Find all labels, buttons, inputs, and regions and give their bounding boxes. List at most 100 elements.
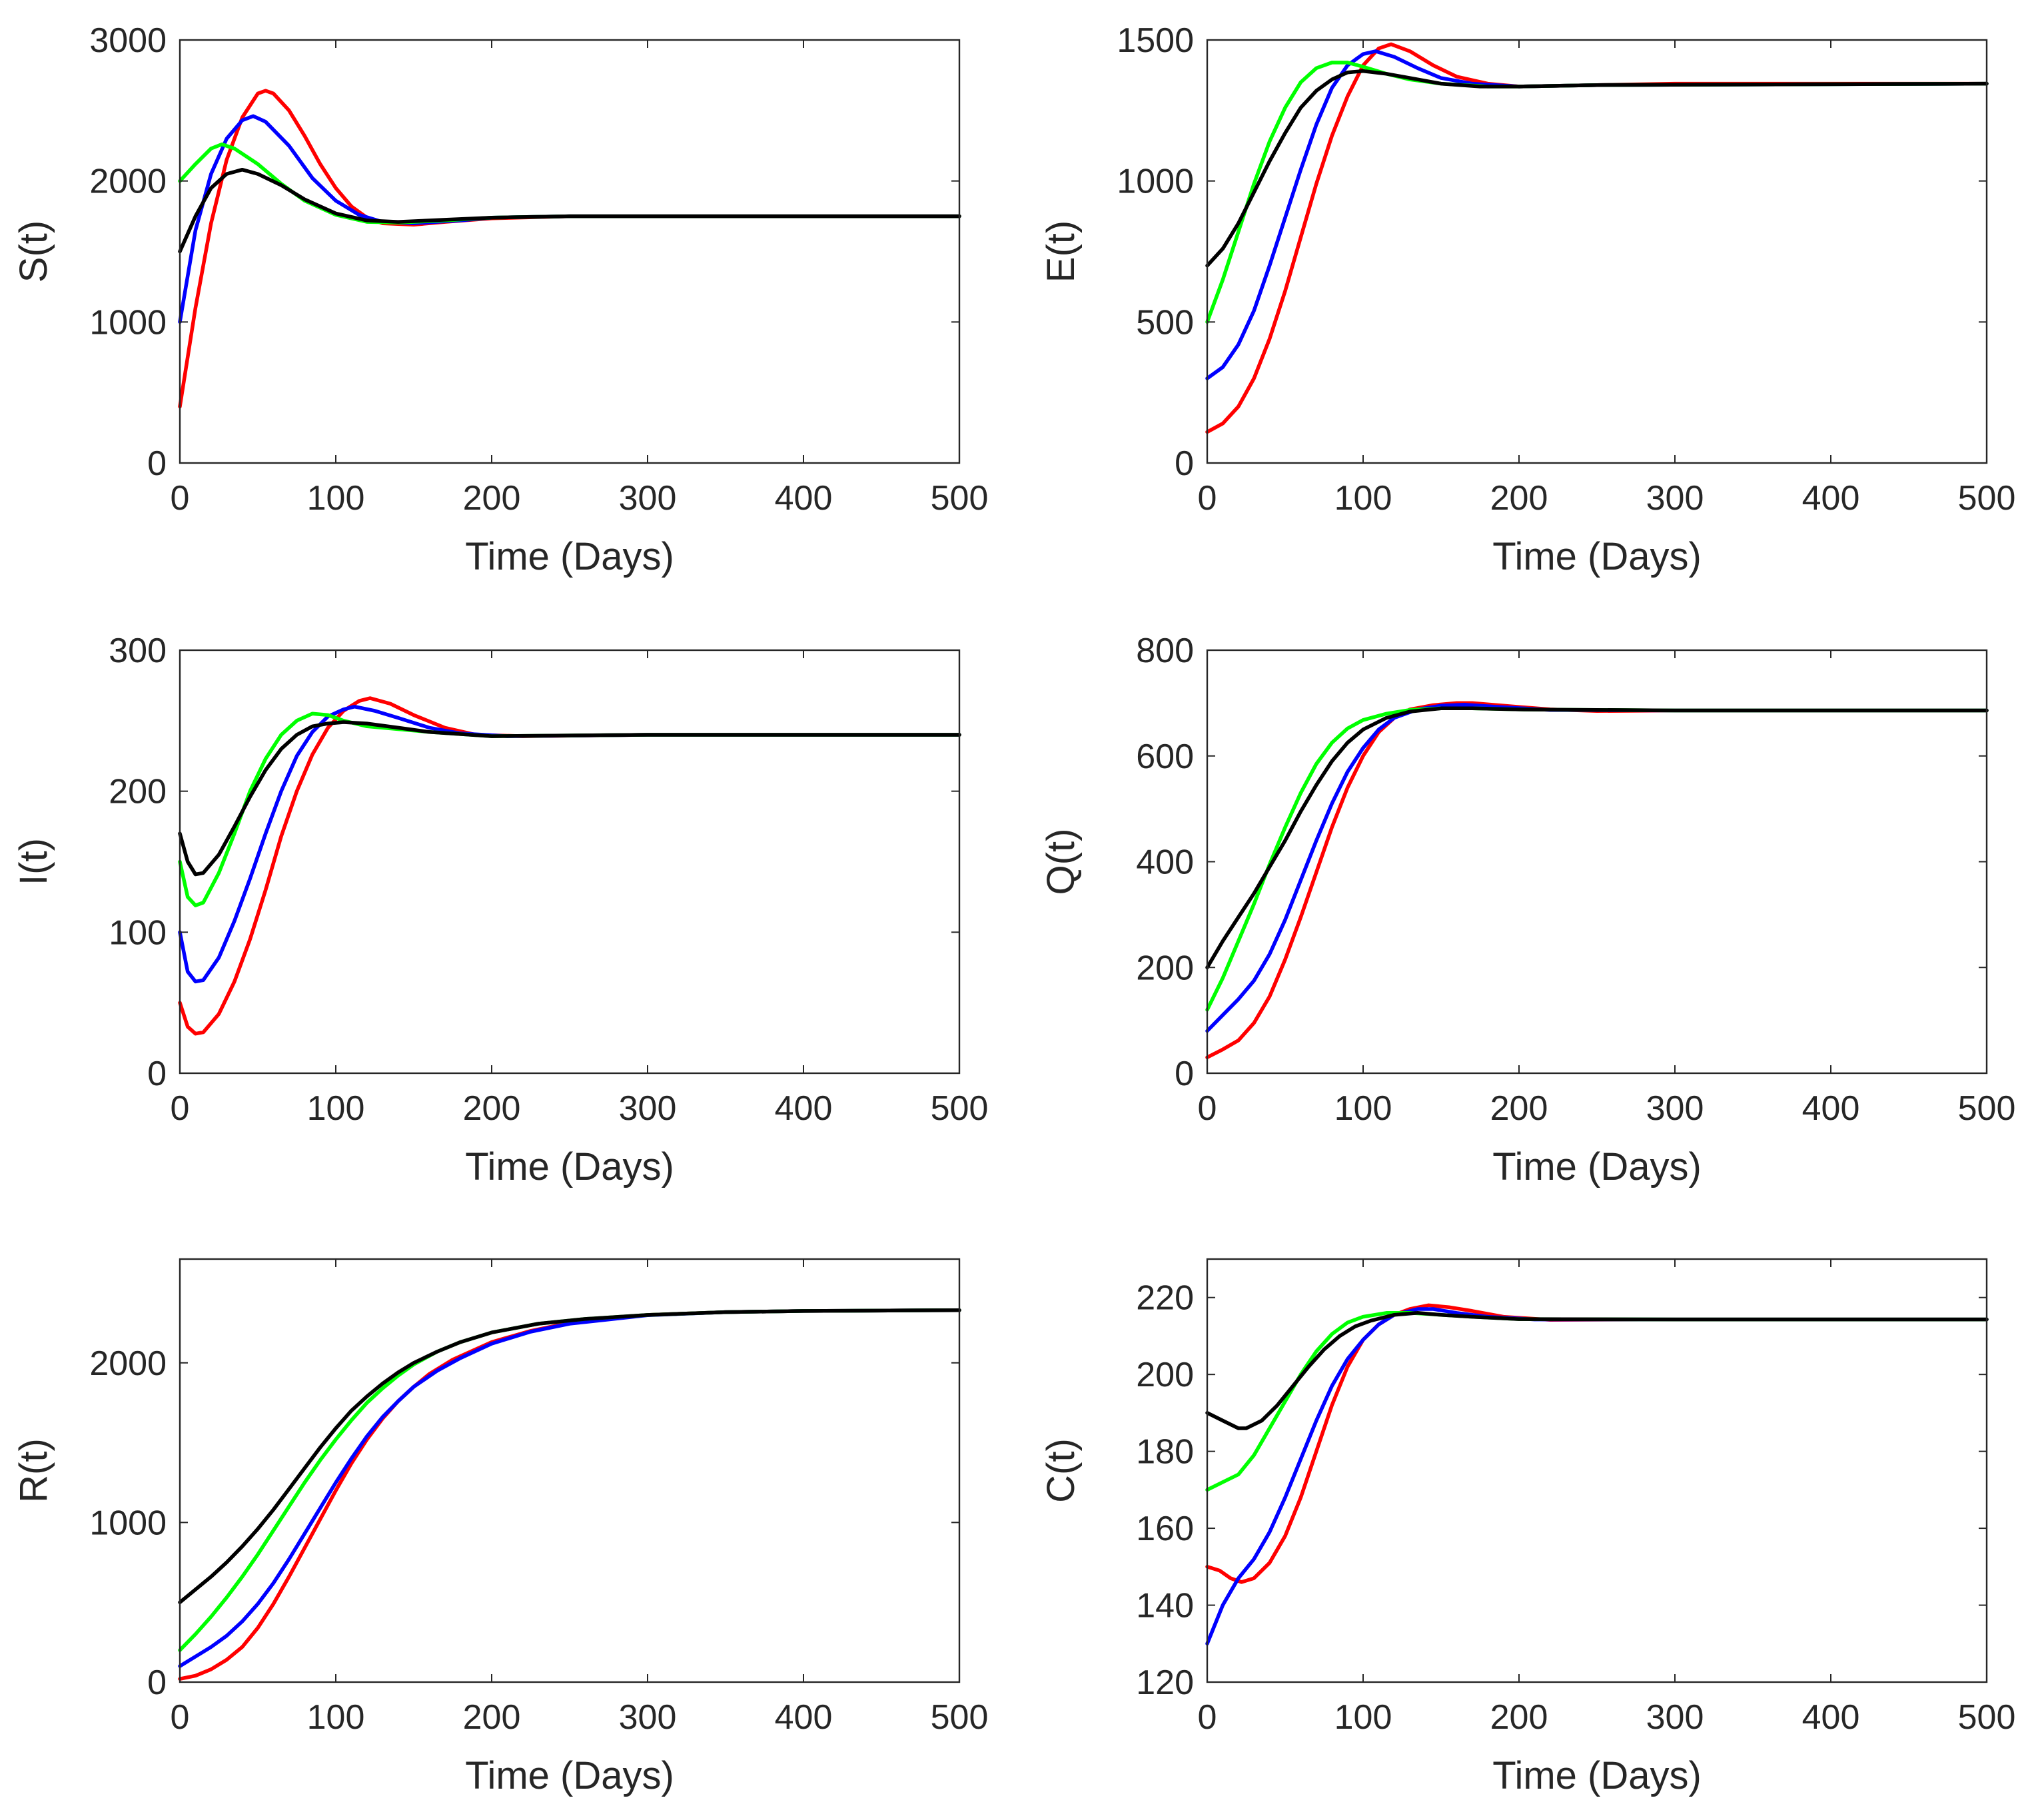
y-tick-label: 800 — [1136, 632, 1194, 670]
axes-frame — [1206, 649, 1988, 1075]
series-line-black — [178, 720, 961, 877]
x-tick-label: 200 — [1490, 1698, 1548, 1737]
chart-panel-0: 0 100 200 300 400 500 0 1000 2000 3000 Time (Days)… — [12, 21, 988, 578]
series-line-black — [1205, 69, 1989, 268]
y-axis-label: E(t) — [1039, 221, 1083, 282]
y-tick-label: 140 — [1136, 1587, 1194, 1625]
series-line-green — [178, 711, 961, 907]
x-tick-label: 200 — [463, 1698, 521, 1737]
x-tick-label: 400 — [775, 1698, 833, 1737]
x-tick-label: 200 — [463, 479, 521, 518]
y-tick-label: 160 — [1136, 1510, 1194, 1548]
y-tick-label: 1500 — [1117, 21, 1194, 60]
x-tick-label: 0 — [171, 1089, 190, 1128]
axes-frame — [1206, 1258, 1988, 1683]
x-axis-label: Time (Days) — [465, 1754, 674, 1797]
x-tick-label: 500 — [931, 1089, 989, 1128]
series-line-black — [178, 1308, 961, 1604]
chart-panel-5: 0 100 200 300 400 500 120 140 160 180 200 220 Time (… — [1039, 1258, 2016, 1797]
x-tick-label: 100 — [307, 1698, 365, 1737]
series-line-green — [1205, 61, 1989, 324]
series-line-red — [1205, 1303, 1989, 1584]
x-tick-label: 0 — [1198, 479, 1217, 518]
x-axis-label: Time (Days) — [465, 535, 674, 578]
x-tick-label: 500 — [1958, 1698, 2016, 1737]
y-tick-label: 2000 — [89, 163, 167, 201]
x-axis-label: Time (Days) — [1492, 1145, 1702, 1188]
x-tick-label: 400 — [1802, 1698, 1860, 1737]
series-line-blue — [178, 114, 961, 324]
series-line-blue — [178, 704, 961, 984]
x-tick-label: 100 — [307, 479, 365, 518]
y-axis-label: S(t) — [12, 221, 55, 282]
x-tick-label: 300 — [1646, 1089, 1704, 1128]
axes-frame — [1206, 39, 1988, 464]
y-tick-label: 3000 — [89, 21, 167, 60]
x-tick-label: 300 — [1646, 479, 1704, 518]
y-tick-label: 1000 — [89, 1504, 167, 1542]
x-tick-label: 0 — [1198, 1698, 1217, 1737]
x-tick-label: 500 — [931, 1698, 989, 1737]
x-axis-label: Time (Days) — [1492, 1754, 1702, 1797]
y-tick-label: 600 — [1136, 737, 1194, 776]
y-axis-label: I(t) — [12, 838, 55, 885]
x-tick-label: 100 — [307, 1089, 365, 1128]
series-line-black — [178, 167, 961, 254]
series-line-blue — [178, 1308, 961, 1668]
series-line-red — [178, 89, 961, 409]
x-tick-label: 200 — [1490, 1089, 1548, 1128]
y-tick-label: 100 — [109, 913, 167, 952]
series-line-blue — [1205, 1307, 1989, 1646]
y-axis-label: R(t) — [12, 1438, 55, 1503]
y-tick-label: 200 — [1136, 949, 1194, 987]
series-line-green — [1205, 706, 1989, 1012]
x-tick-label: 100 — [1334, 479, 1392, 518]
series-line-red — [178, 696, 961, 1036]
y-axis-label: Q(t) — [1039, 829, 1083, 895]
x-tick-label: 500 — [931, 479, 989, 518]
axes-frame — [179, 649, 961, 1075]
x-tick-label: 0 — [1198, 1089, 1217, 1128]
x-tick-label: 500 — [1958, 1089, 2016, 1128]
axes-frame — [179, 1258, 961, 1683]
x-tick-label: 300 — [619, 1698, 677, 1737]
x-tick-label: 400 — [1802, 1089, 1860, 1128]
x-axis-label: Time (Days) — [465, 1145, 674, 1188]
series-line-black — [1205, 1311, 1989, 1430]
x-tick-label: 400 — [775, 479, 833, 518]
y-tick-label: 200 — [1136, 1356, 1194, 1394]
y-tick-label: 1000 — [89, 303, 167, 342]
chart-panel-4: 0 100 200 300 400 500 0 1000 2000 Time (Days) R(t) — [12, 1258, 989, 1797]
y-tick-label: 1000 — [1117, 163, 1194, 201]
y-tick-label: 0 — [1175, 1055, 1194, 1093]
x-tick-label: 0 — [171, 1698, 190, 1737]
x-tick-label: 100 — [1334, 1698, 1392, 1737]
x-tick-label: 500 — [1958, 479, 2016, 518]
axes-frame — [179, 39, 961, 464]
y-tick-label: 120 — [1136, 1663, 1194, 1702]
series-line-blue — [1205, 49, 1989, 380]
y-tick-label: 0 — [1175, 444, 1194, 483]
y-tick-label: 2000 — [89, 1344, 167, 1383]
x-tick-label: 200 — [463, 1089, 521, 1128]
y-tick-label: 0 — [147, 1055, 167, 1093]
x-tick-label: 400 — [775, 1089, 833, 1128]
chart-panel-1: 0 100 200 300 400 500 0 500 1000 1500 Time (Days) E… — [1039, 21, 2015, 578]
series-line-black — [1205, 706, 1989, 970]
x-tick-label: 0 — [171, 479, 190, 518]
series-line-blue — [1205, 703, 1989, 1033]
x-tick-label: 100 — [1334, 1089, 1392, 1128]
x-tick-label: 400 — [1802, 479, 1860, 518]
x-axis-label: Time (Days) — [1492, 535, 1702, 578]
y-axis-label: C(t) — [1039, 1438, 1083, 1503]
y-tick-label: 220 — [1136, 1279, 1194, 1318]
y-tick-label: 400 — [1136, 843, 1194, 882]
y-tick-label: 300 — [109, 632, 167, 670]
x-tick-label: 300 — [1646, 1698, 1704, 1737]
x-tick-label: 300 — [619, 479, 677, 518]
y-tick-label: 180 — [1136, 1433, 1194, 1472]
y-tick-label: 0 — [147, 444, 167, 483]
x-tick-label: 200 — [1490, 479, 1548, 518]
y-tick-label: 200 — [109, 773, 167, 811]
